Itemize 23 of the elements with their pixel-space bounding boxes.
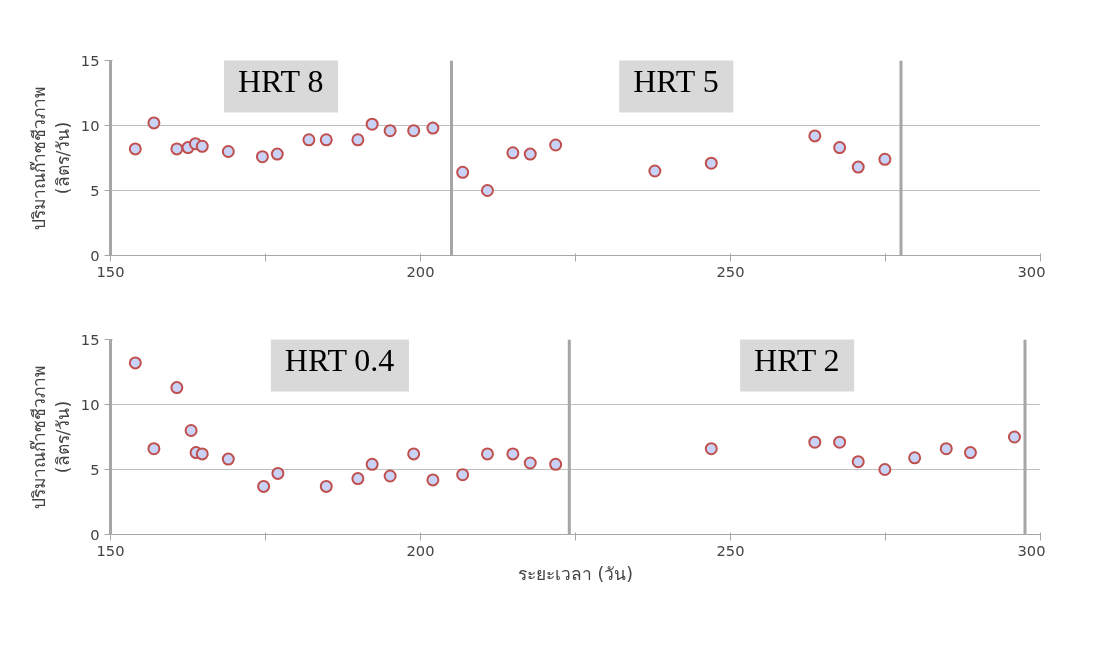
annotation: HRT 8 bbox=[237, 62, 324, 99]
x-tick-label: 150 bbox=[96, 541, 125, 559]
y-axis-title: ปริมาณก๊าซชีวภาพ (ลิตร/วัน) bbox=[28, 365, 73, 509]
y-tick-label: 10 bbox=[80, 116, 100, 134]
y-tick-label: 5 bbox=[90, 460, 100, 478]
x-tick-label: 150 bbox=[96, 262, 125, 280]
x-tick-label: 300 bbox=[1017, 262, 1046, 280]
x-tick-label: 250 bbox=[716, 541, 745, 559]
y-tick-label: 0 bbox=[90, 246, 100, 264]
y-tick-label: 15 bbox=[80, 330, 100, 348]
annotation: HRT 2 bbox=[754, 341, 840, 378]
x-tick-label: 200 bbox=[406, 262, 435, 280]
x-tick-label: 300 bbox=[1017, 541, 1046, 559]
x-axis-title: ระยะเวลา (วัน) bbox=[517, 563, 634, 584]
x-tick-label: 200 bbox=[406, 541, 435, 559]
y-axis-title: ปริมาณก๊าซชีวภาพ (ลิตร/วัน) bbox=[28, 86, 73, 230]
y-tick-label: 5 bbox=[90, 181, 100, 199]
y-tick-label: 15 bbox=[80, 51, 100, 69]
y-tick-label: 10 bbox=[80, 395, 100, 413]
annotation: HRT 5 bbox=[633, 62, 719, 99]
x-tick-label: 250 bbox=[716, 262, 745, 280]
annotation: HRT 0.4 bbox=[284, 341, 395, 378]
y-tick-label: 0 bbox=[90, 525, 100, 543]
